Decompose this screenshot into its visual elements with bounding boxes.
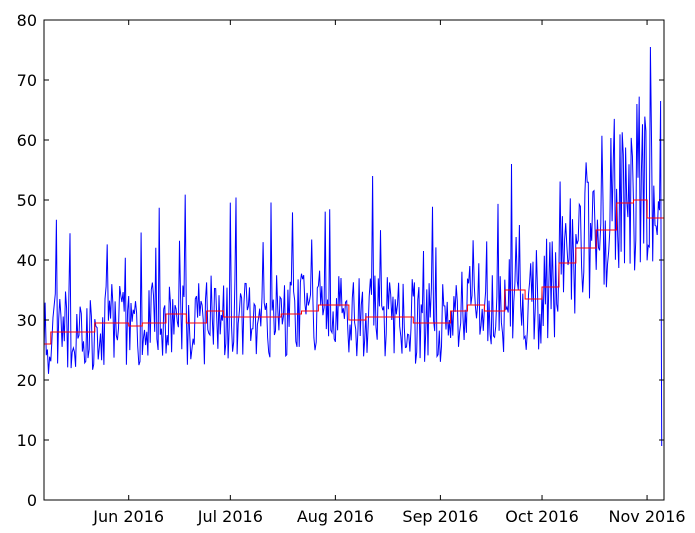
y-tick-label: 60 bbox=[17, 131, 37, 150]
y-tick-label: 70 bbox=[17, 71, 37, 90]
y-tick-label: 0 bbox=[27, 491, 37, 510]
x-tick-label: Aug 2016 bbox=[297, 507, 374, 526]
y-tick-label: 20 bbox=[17, 371, 37, 390]
x-tick-label: Sep 2016 bbox=[402, 507, 478, 526]
y-tick-label: 50 bbox=[17, 191, 37, 210]
x-tick-label: Jun 2016 bbox=[92, 507, 164, 526]
y-tick-label: 80 bbox=[17, 11, 37, 30]
x-tick-label: Nov 2016 bbox=[609, 507, 686, 526]
y-tick-label: 10 bbox=[17, 431, 37, 450]
smoothed-series-line bbox=[44, 199, 664, 345]
x-tick-label: Oct 2016 bbox=[505, 507, 578, 526]
x-tick-label: Jul 2016 bbox=[197, 507, 263, 526]
y-tick-label: 40 bbox=[17, 251, 37, 270]
smoothed-series bbox=[44, 199, 664, 345]
y-tick-label: 30 bbox=[17, 311, 37, 330]
x-axis: Jun 2016 Jul 2016 Aug 2016 Sep 2016 Oct 2016… bbox=[92, 20, 686, 526]
y-axis: 0 10 20 30 40 50 60 70 80 bbox=[17, 11, 664, 510]
